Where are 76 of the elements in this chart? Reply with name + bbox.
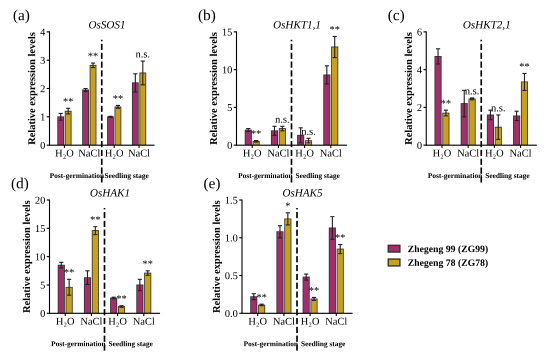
legend-label: Zhegeng 99 (ZG99) [408, 245, 488, 254]
x-tick-label: H₂O [108, 318, 127, 327]
x-tick-label: H₂O [301, 318, 320, 327]
y-tick-label: 6 [417, 28, 422, 36]
x-tick-label: NaCl [510, 149, 532, 157]
chart-subtitle: OsHAK5 [282, 189, 322, 197]
y-tick-label: 1.5 [226, 196, 238, 204]
x-tick-label: NaCl [78, 149, 100, 157]
y-tick-label: 2 [417, 104, 422, 111]
x-tick-label: H₂O [56, 318, 74, 327]
chart-title: (b) [198, 10, 216, 24]
y-tick-label: 0.5 [225, 272, 238, 280]
x-tick-label: NaCl [457, 149, 479, 157]
chart-subtitle: OsHKT2,1 [463, 21, 510, 30]
chart-subtitle: OsHKT1,1 [274, 21, 320, 30]
annotation: ** [116, 295, 126, 300]
annotation: * [286, 202, 290, 206]
annotation: n.s. [465, 89, 479, 94]
y-tick-label: 0 [228, 142, 232, 149]
y-axis-title: Relative expression levels [22, 200, 32, 313]
annotation: ** [63, 98, 73, 102]
x-tick-label: H₂O [485, 150, 504, 159]
y-axis-title: Relative expression levels [28, 32, 38, 145]
chart-title: (c) [388, 10, 404, 24]
y-tick-label: 15 [36, 225, 45, 232]
y-axis-title: Relative expression levels [210, 32, 220, 145]
y-tick-label: 15 [222, 28, 232, 36]
chart-title: (d) [12, 178, 28, 192]
annotation: n.s. [302, 130, 316, 135]
annotation: ** [113, 95, 123, 99]
annotation: ** [251, 130, 261, 134]
x-tick-label: NaCl [320, 149, 342, 157]
x-tick-label: H₂O [243, 150, 262, 159]
y-tick-label: 0.0 [225, 310, 238, 318]
x-tick-label: NaCl [80, 317, 102, 325]
y-tick-label: 1 [41, 114, 45, 120]
y-axis-title: Relative expression levels [404, 32, 414, 145]
legend-label: Zhegeng 78 (ZG78) [408, 259, 488, 268]
y-tick-label: 2 [40, 85, 45, 92]
chart-title: (e) [204, 178, 220, 192]
annotation: ** [143, 260, 152, 264]
annotation: n.s. [275, 118, 289, 123]
x-tick-label: H₂O [105, 150, 124, 159]
y-tick-label: 10 [222, 66, 232, 74]
y-tick-label: 0 [417, 142, 422, 149]
annotation: n.s. [491, 106, 505, 112]
annotation: ** [520, 62, 530, 67]
chart-subtitle: OsSOS1 [89, 21, 124, 28]
annotation: n.s. [136, 52, 150, 58]
y-tick-label: 4 [40, 28, 46, 36]
y-tick-label: 20 [35, 196, 45, 204]
y-tick-label: 10 [36, 253, 45, 260]
x-tick-label: H₂O [248, 318, 267, 327]
chart-title: (a) [14, 10, 30, 24]
x-tick-label: H₂O [55, 150, 74, 159]
y-tick-label: 0 [40, 310, 45, 318]
y-tick-label: 4 [417, 66, 422, 74]
x-tick-label: NaCl [128, 149, 150, 157]
annotation: ** [64, 268, 74, 273]
x-tick-label: H₂O [432, 150, 451, 159]
x-tick-label: NaCl [268, 149, 290, 157]
text: ** [330, 26, 340, 30]
y-axis-title: Relative expression levels [212, 200, 222, 313]
x-tick-label: NaCl [326, 317, 348, 325]
y-tick-label: 0 [40, 142, 45, 149]
y-tick-label: 1.0 [226, 234, 238, 242]
x-tick-label: NaCl [273, 317, 295, 325]
x-tick-label: H₂O [296, 150, 314, 159]
x-tick-label: NaCl [133, 317, 155, 325]
annotation: ** [90, 216, 100, 220]
y-tick-label: 5 [228, 104, 232, 112]
annotation: ** [256, 294, 266, 298]
y-tick-label: 5 [40, 282, 45, 289]
y-tick-label: 3 [40, 56, 45, 64]
chart-subtitle: OsHAK1 [90, 189, 129, 197]
annotation: ** [88, 52, 98, 56]
